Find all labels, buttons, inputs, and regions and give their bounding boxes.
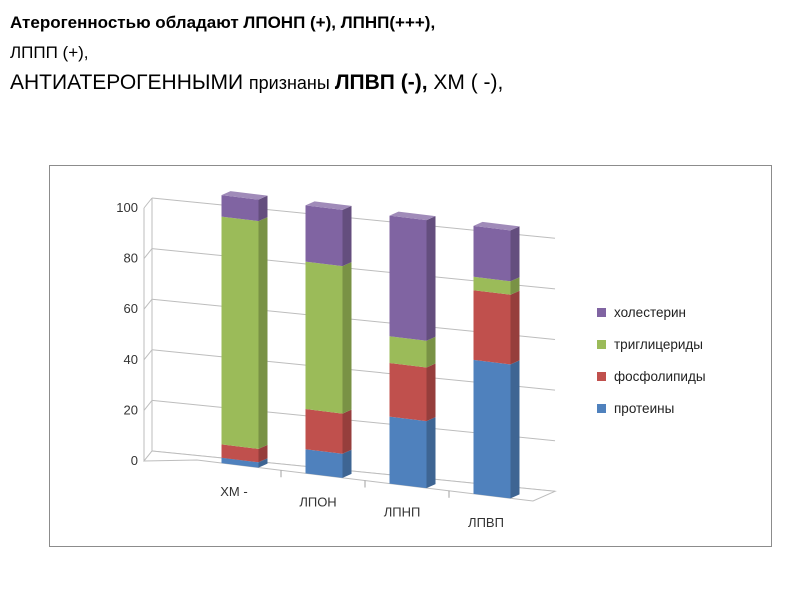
bar-segment-холестерин: [473, 225, 511, 282]
side-wall-gridline: [143, 248, 153, 259]
heading-line-1: Атерогенностью обладают ЛПОНП (+), ЛПНП(…: [10, 8, 790, 38]
heading-line-3: АНТИАТЕРОГЕННЫМИ признаны ЛПВП (-), ХМ (…: [10, 68, 790, 98]
legend-label: холестерин: [614, 304, 686, 320]
bar-side-протеины: [510, 360, 520, 499]
legend-label: протеины: [614, 400, 675, 416]
bar-side-холестерин: [342, 205, 352, 267]
bar-segment-протеины: [305, 449, 343, 478]
bar-side-протеины: [342, 449, 352, 478]
bar-side-триглицериды: [258, 217, 268, 449]
y-tick-label: 60: [124, 301, 138, 316]
y-tick-label: 40: [124, 352, 138, 367]
bar-segment-триглицериды: [473, 276, 511, 295]
side-wall-gridline: [143, 197, 153, 209]
x-tick-label: ЛПНП: [384, 505, 421, 520]
heading-antiatherogenic-label: АНТИАТЕРОГЕННЫМИ: [10, 71, 249, 94]
bar-side-фосфолипиды: [426, 363, 436, 422]
heading-hm: ХМ ( -),: [427, 71, 504, 94]
side-wall-gridline: [143, 298, 153, 310]
bar-side-фосфолипиды: [258, 444, 268, 463]
bar-segment-фосфолипиды: [389, 363, 427, 422]
bar-segment-фосфолипиды: [305, 409, 343, 454]
x-tick-label: ЛПОН: [299, 494, 336, 509]
legend-item: фосфолипиды: [597, 360, 706, 392]
chart-frame: 0 20 40 60 80 100 ХМ - ЛПОН ЛПНП ЛПВП холестерин т…: [49, 165, 772, 547]
bar-side-триглицериды: [510, 277, 520, 295]
bar-segment-триглицериды: [389, 336, 427, 368]
bar-side-холестерин: [510, 226, 520, 282]
bar-top: [221, 191, 268, 200]
legend-swatch: [597, 403, 606, 413]
bar-segment-протеины: [221, 457, 259, 468]
bar-side-фосфолипиды: [510, 290, 520, 365]
legend-label: фосфолипиды: [614, 368, 706, 384]
legend-label: триглицериды: [614, 336, 703, 352]
bar-segment-холестерин: [221, 195, 259, 222]
legend-swatch: [597, 307, 606, 317]
heading-lppp: ЛППП (+),: [10, 43, 89, 62]
y-tick-label: 80: [124, 251, 138, 266]
bar-segment-протеины: [389, 416, 427, 489]
legend-item: триглицериды: [597, 328, 706, 360]
heading-recognized-word: признаны: [248, 73, 335, 93]
heading-lpvp: ЛПВП (-),: [334, 71, 428, 94]
bar-side-триглицериды: [426, 336, 436, 368]
bar-top: [305, 201, 352, 210]
bar-segment-холестерин: [305, 205, 343, 267]
legend-item: холестерин: [597, 296, 706, 328]
slide-heading: Атерогенностью обладают ЛПОНП (+), ЛПНП(…: [10, 8, 790, 98]
y-tick-label: 0: [131, 453, 138, 468]
bar-side-триглицериды: [342, 262, 352, 414]
legend-swatch: [597, 339, 606, 349]
bar-side-холестерин: [258, 195, 268, 222]
x-tick-label: ХМ -: [220, 484, 247, 499]
bar-segment-фосфолипиды: [221, 444, 259, 463]
bar-segment-холестерин: [389, 215, 427, 341]
side-wall-gridline: [143, 400, 153, 411]
bar-segment-триглицериды: [221, 216, 259, 449]
legend-swatch: [597, 371, 606, 381]
bar-top: [473, 221, 520, 231]
stacked-bar-chart: 0 20 40 60 80 100 ХМ - ЛПОН ЛПНП ЛПВП: [116, 191, 557, 530]
heading-atherogenic-label: Атерогенностью обладают: [10, 13, 244, 32]
legend-item: протеины: [597, 392, 706, 424]
bar-segment-триглицериды: [305, 261, 343, 414]
y-tick-label: 20: [124, 402, 138, 417]
bar-top: [389, 211, 436, 221]
bar-side-фосфолипиды: [342, 409, 352, 454]
bar-side-холестерин: [426, 216, 436, 341]
x-tick-label: ЛПВП: [468, 515, 504, 530]
bar-side-протеины: [426, 417, 436, 489]
side-wall-gridline: [143, 349, 153, 361]
bar-side-протеины: [258, 458, 268, 468]
chart-legend: холестерин триглицериды фосфолипиды протеин…: [597, 296, 706, 424]
y-tick-label: 100: [116, 200, 138, 215]
heading-line-2: ЛППП (+),: [10, 38, 790, 68]
heading-atherogenic-classes: ЛПОНП (+), ЛПНП(+++),: [243, 13, 436, 32]
bar-segment-фосфолипиды: [473, 290, 511, 365]
bar-segment-протеины: [473, 359, 511, 499]
